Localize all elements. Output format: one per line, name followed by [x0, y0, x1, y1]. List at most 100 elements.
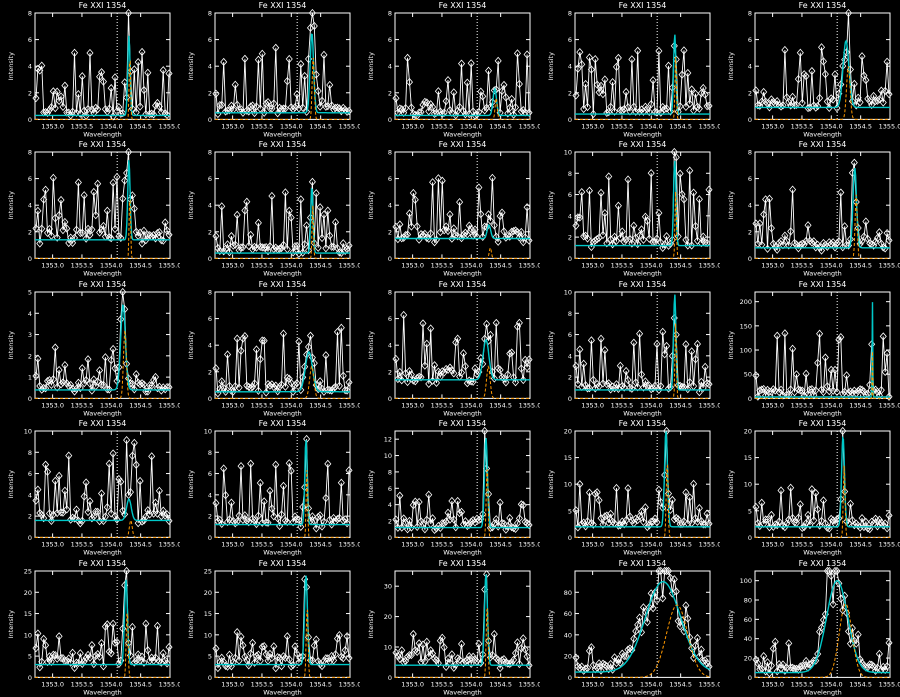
data-point-marker [53, 654, 61, 663]
data-point-marker [107, 83, 115, 93]
y-tick-label: 2 [748, 229, 752, 237]
data-point-marker [756, 386, 764, 395]
data-point-marker [130, 385, 138, 394]
data-point-marker [873, 663, 881, 672]
data-point-marker [266, 649, 274, 658]
y-tick-label: 12 [384, 436, 392, 444]
data-point-marker [324, 206, 332, 216]
data-point-marker [72, 658, 80, 667]
data-point-marker [322, 102, 330, 111]
x-tick-label: 1354.0 [100, 401, 123, 409]
data-point-marker [875, 228, 883, 237]
data-point-marker [862, 75, 870, 85]
y-tick-label: 5 [568, 507, 572, 515]
data-point-marker [599, 231, 607, 240]
x-tick-label: 1353.0 [41, 122, 64, 130]
data-point-marker [78, 229, 86, 238]
data-point-marker [463, 522, 471, 531]
data-point-marker [754, 658, 762, 668]
x-tick-label: 1353.0 [761, 122, 784, 130]
data-point-marker [67, 111, 75, 120]
data-point-marker [341, 645, 349, 654]
data-point-marker [419, 319, 427, 328]
data-point-marker [773, 331, 781, 340]
data-point-marker [444, 508, 452, 518]
data-point-marker [521, 233, 529, 242]
data-point-marker [144, 645, 152, 654]
data-point-marker [812, 103, 820, 112]
data-point-marker [661, 104, 669, 114]
data-point-marker [405, 650, 413, 659]
data-point-marker [875, 515, 883, 525]
data-point-marker [498, 86, 506, 96]
x-tick-label: 1353.5 [71, 680, 94, 688]
data-point-marker [454, 497, 462, 506]
data-point-marker [500, 374, 508, 383]
x-tick-label: 1354.5 [489, 541, 512, 549]
x-tick-label: 1353.0 [761, 680, 784, 688]
spectrum-data-line [215, 439, 350, 529]
data-point-marker [701, 520, 709, 529]
data-point-marker [270, 382, 278, 391]
data-point-marker [504, 658, 512, 668]
data-point-marker [827, 94, 835, 103]
data-point-marker [243, 381, 251, 390]
data-point-marker [483, 319, 491, 328]
y-tick-label: 6 [208, 36, 212, 44]
data-point-marker [684, 384, 692, 393]
data-point-marker [289, 248, 297, 257]
data-point-marker [510, 110, 518, 119]
data-point-marker [502, 93, 510, 102]
data-point-marker [628, 55, 636, 64]
data-point-marker [392, 94, 400, 103]
data-point-marker [260, 336, 268, 345]
y-tick-label: 8 [388, 149, 392, 157]
fit-model-line [215, 350, 350, 393]
data-point-marker [787, 227, 795, 236]
data-point-marker [752, 503, 760, 512]
data-point-marker [105, 104, 113, 113]
data-point-marker [113, 515, 121, 524]
data-point-marker [459, 348, 467, 358]
data-point-marker [153, 621, 161, 630]
x-tick-label: 1354.0 [640, 122, 663, 130]
data-point-marker [525, 236, 533, 246]
data-point-marker [225, 248, 233, 257]
fit-component-line [35, 330, 170, 399]
data-point-marker [665, 566, 673, 575]
data-point-marker [34, 354, 42, 363]
data-point-marker [643, 617, 651, 626]
data-point-marker [875, 649, 883, 658]
data-point-marker [45, 225, 53, 234]
data-point-marker [789, 514, 797, 523]
y-tick-label: 4 [748, 63, 752, 71]
y-tick-label: 0 [208, 255, 212, 263]
y-tick-label: 10 [24, 631, 32, 639]
data-point-marker [49, 174, 57, 183]
data-point-marker [332, 218, 340, 227]
data-point-marker [816, 93, 824, 103]
data-point-marker [686, 493, 694, 502]
data-point-marker [879, 662, 887, 671]
fit-model-line [35, 35, 170, 117]
y-tick-label: 2 [748, 89, 752, 97]
data-point-marker [316, 102, 324, 111]
data-point-marker [872, 666, 880, 675]
data-point-marker [61, 218, 69, 227]
fit-component-line [35, 199, 170, 260]
data-point-marker [666, 382, 674, 392]
data-point-marker [220, 464, 228, 473]
data-point-marker [40, 634, 48, 643]
data-point-marker [233, 211, 241, 220]
data-point-marker [274, 514, 282, 523]
x-tick-label: 1353.0 [401, 262, 424, 270]
data-point-marker [241, 511, 249, 520]
data-point-marker [153, 98, 161, 108]
data-point-marker [396, 104, 404, 113]
data-point-marker [808, 485, 816, 494]
data-point-marker [400, 310, 408, 319]
data-point-marker [119, 287, 127, 296]
data-point-marker [53, 383, 61, 392]
